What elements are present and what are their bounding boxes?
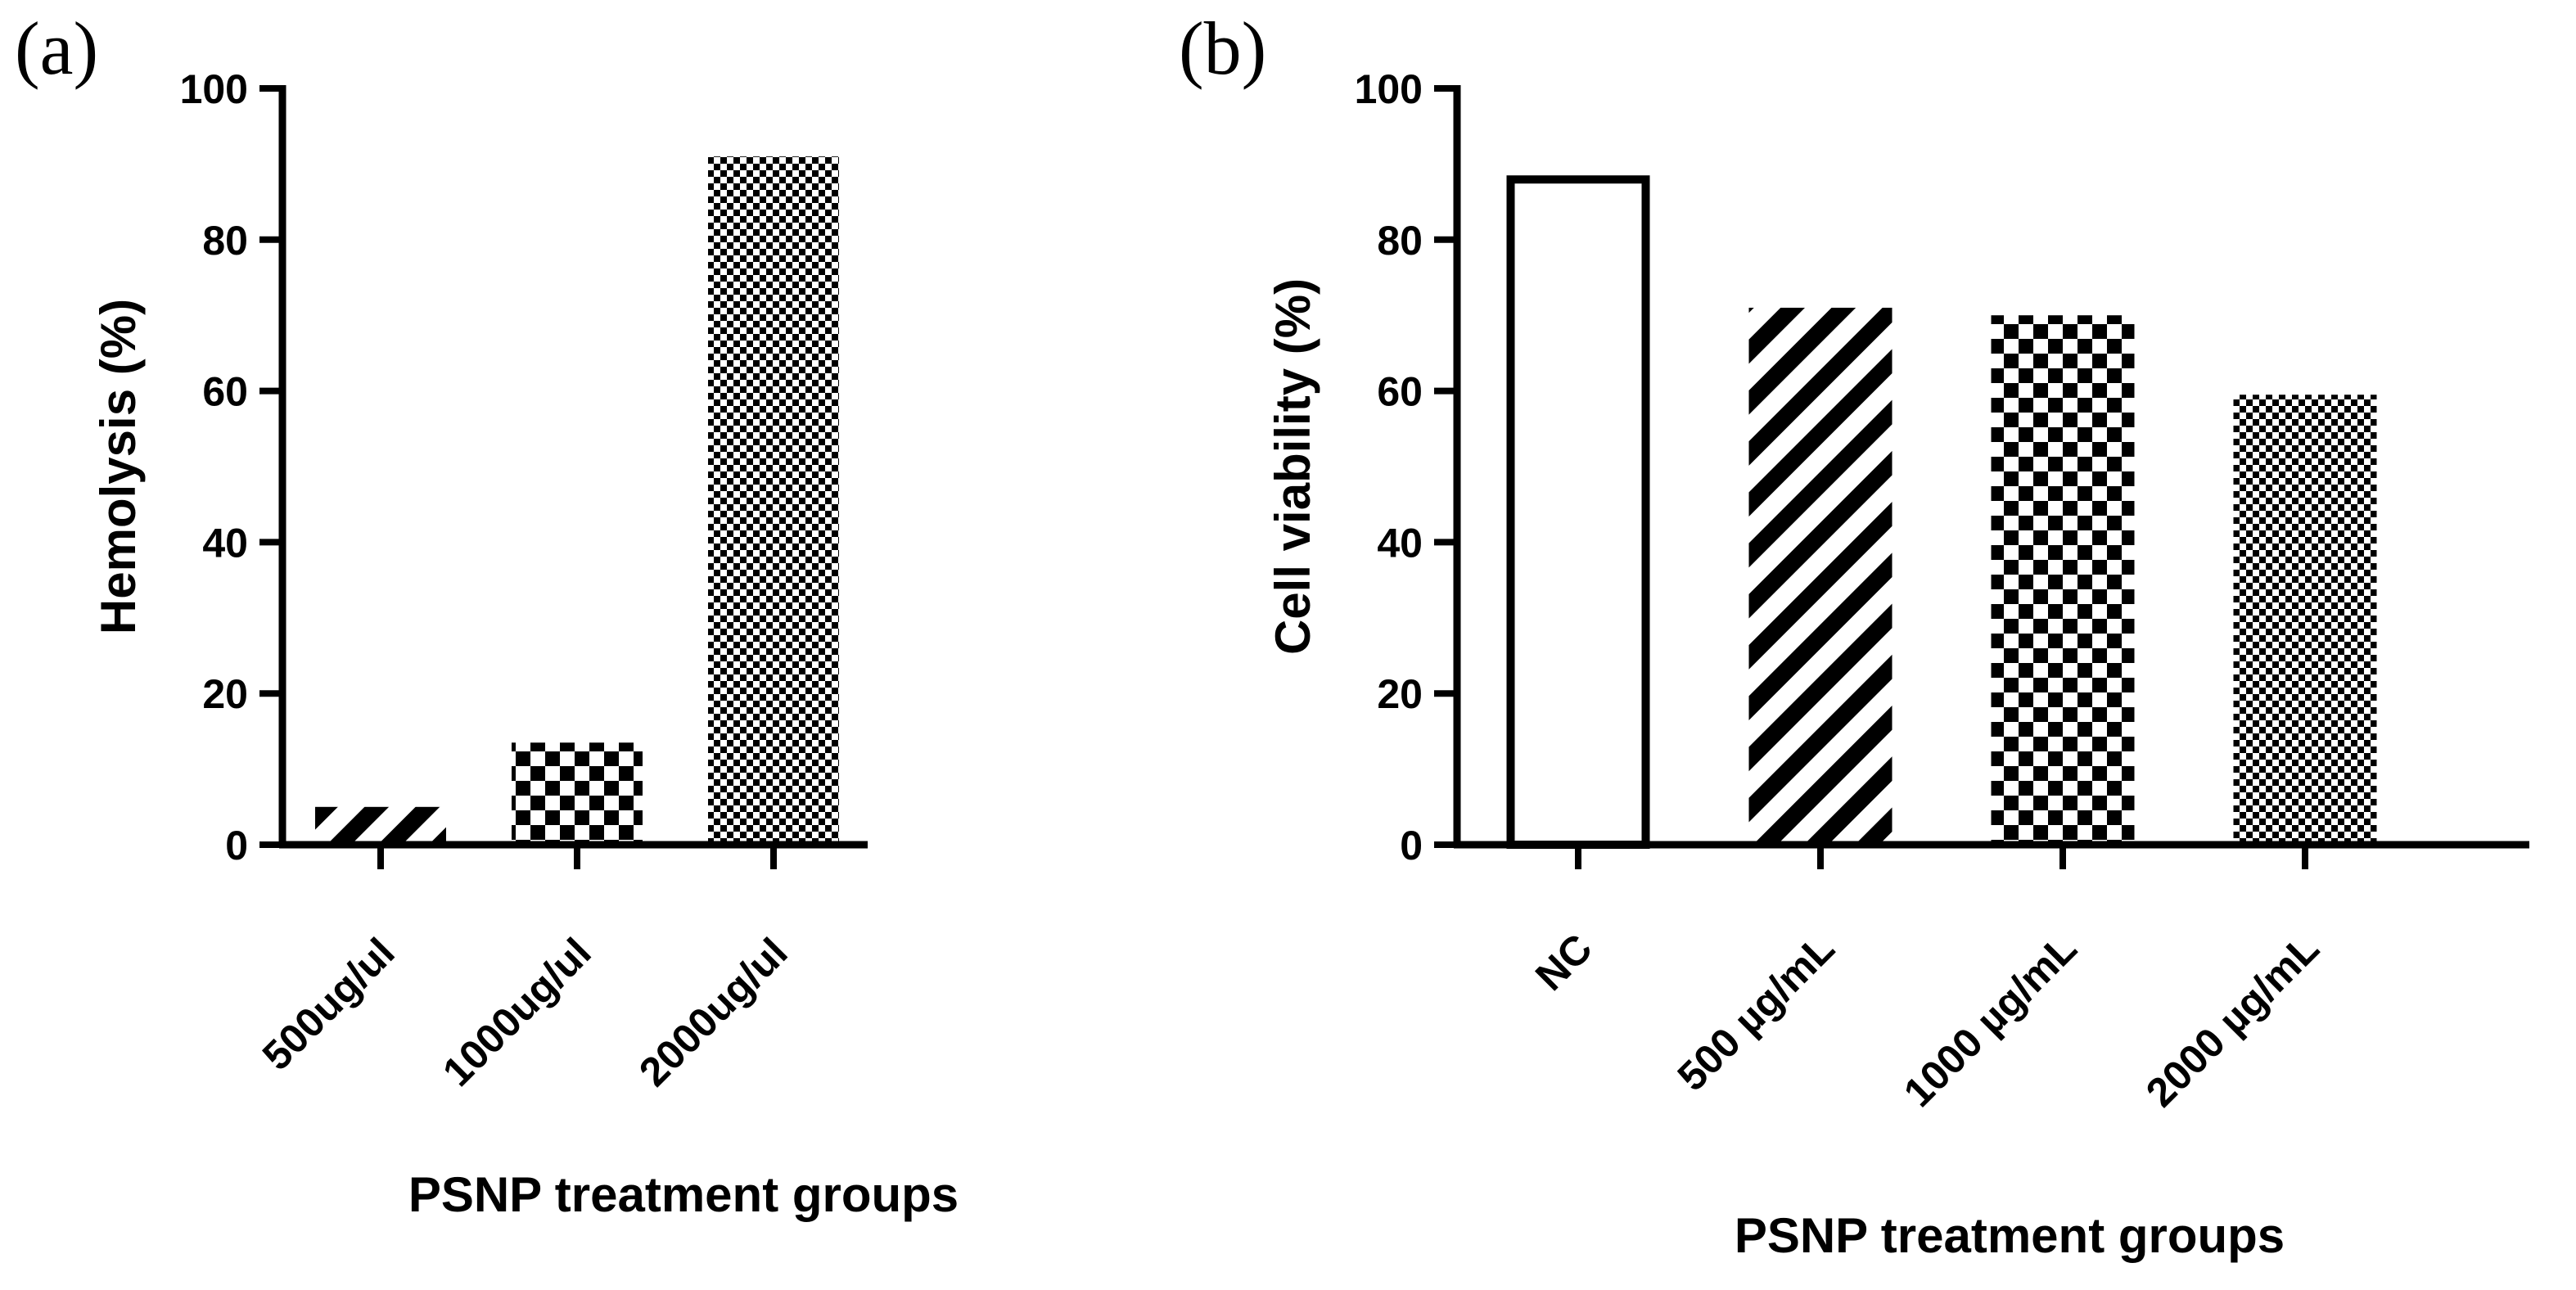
panel-label-b: (b) bbox=[1179, 7, 1266, 90]
bars-b bbox=[1506, 175, 2377, 849]
y-tick-label: 40 bbox=[1377, 520, 1423, 566]
x-tick-label: 500ug/ul bbox=[254, 929, 404, 1079]
x-axis-title-b: PSNP treatment groups bbox=[1735, 1208, 2285, 1263]
bar bbox=[708, 156, 839, 845]
x-tick-labels-b: NC 500 µg/mL 1000 µg/mL 2000 µg/mL bbox=[1527, 925, 2328, 1116]
y-tick-label: 100 bbox=[180, 66, 248, 112]
chart-panel-b: (b) Cell viability (%) PSNP treatment gr… bbox=[1179, 7, 2529, 1263]
y-tick-label: 40 bbox=[202, 520, 248, 566]
bar bbox=[1506, 175, 1650, 849]
y-tick-label: 0 bbox=[225, 823, 248, 868]
axes-a bbox=[278, 85, 868, 869]
y-tick-label: 60 bbox=[1377, 369, 1423, 415]
x-tick-label: 2000ug/ul bbox=[630, 929, 796, 1095]
panel-label-a: (a) bbox=[15, 7, 98, 90]
x-tick-label: 500 µg/mL bbox=[1669, 925, 1843, 1099]
x-tick-label: 1000 µg/mL bbox=[1895, 925, 2086, 1116]
x-tick-label: NC bbox=[1527, 925, 1601, 999]
y-tick-label: 80 bbox=[1377, 218, 1423, 264]
y-tick-label: 20 bbox=[202, 671, 248, 717]
x-axis-title-a: PSNP treatment groups bbox=[408, 1167, 959, 1222]
y-ticks-b: 0 20 40 60 80 100 bbox=[1355, 66, 1457, 868]
y-tick-label: 60 bbox=[202, 369, 248, 415]
bar bbox=[315, 806, 446, 845]
y-axis-title-a: Hemolysis (%) bbox=[91, 299, 146, 634]
y-tick-label: 20 bbox=[1377, 671, 1423, 717]
bar bbox=[1748, 307, 1893, 846]
bar bbox=[2233, 395, 2377, 846]
axes-b bbox=[1453, 85, 2529, 869]
x-tick-labels-a: 500ug/ul 1000ug/ul 2000ug/ul bbox=[254, 929, 796, 1095]
x-tick-label: 1000ug/ul bbox=[434, 929, 600, 1095]
y-tick-label: 80 bbox=[202, 218, 248, 264]
chart-panel-a: (a) Hemolysis (%) PSNP treatment groups … bbox=[15, 7, 959, 1222]
bar bbox=[512, 742, 643, 845]
y-axis-title-b: Cell viability (%) bbox=[1265, 278, 1320, 655]
y-tick-label: 100 bbox=[1355, 66, 1423, 112]
y-tick-label: 0 bbox=[1400, 823, 1423, 868]
y-ticks-a: 0 20 40 60 80 100 bbox=[180, 66, 282, 868]
bar bbox=[1991, 315, 2135, 845]
bars-a bbox=[315, 156, 839, 845]
x-tick-label: 2000 µg/mL bbox=[2137, 925, 2328, 1116]
